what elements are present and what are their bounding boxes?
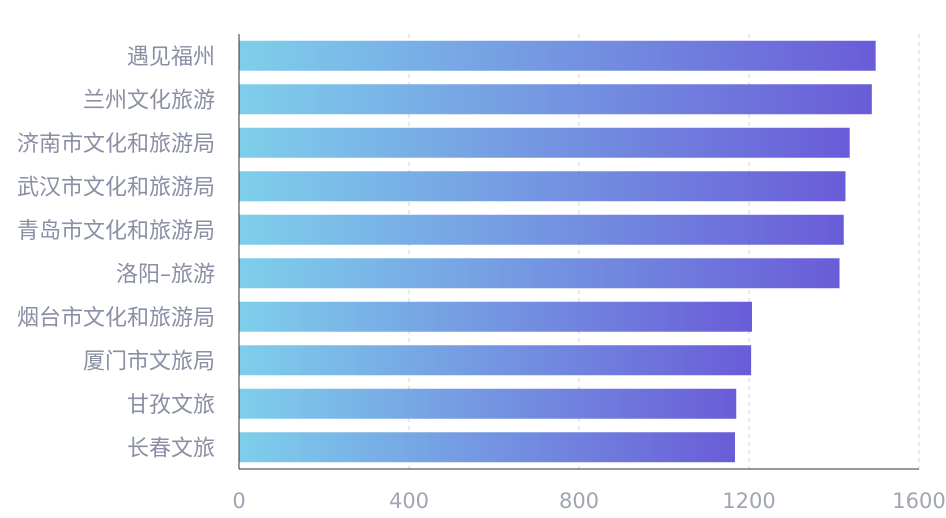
bar (239, 40, 876, 71)
category-label: 甘孜文旅 (127, 393, 215, 418)
x-tick-label: 1600 (892, 489, 945, 513)
x-tick-label: 1200 (722, 489, 775, 513)
x-tick-label: 800 (559, 489, 599, 513)
x-tick-label: 0 (232, 489, 245, 513)
category-label: 厦门市文旅局 (83, 349, 215, 374)
bar (239, 301, 752, 332)
bars (239, 40, 876, 463)
bar (239, 171, 846, 202)
bar (239, 388, 737, 419)
x-tick-labels: 0 400 800 1200 1600 (232, 489, 945, 513)
bar (239, 127, 850, 158)
category-label: 烟台市文化和旅游局 (17, 306, 215, 331)
bar (239, 84, 872, 115)
category-label: 洛阳–旅游 (116, 262, 215, 287)
category-label: 兰州文化旅游 (83, 88, 215, 113)
category-label: 青岛市文化和旅游局 (17, 219, 215, 244)
category-label: 长春文旅 (127, 436, 215, 461)
x-tick-label: 400 (389, 489, 429, 513)
bar (239, 214, 844, 245)
category-label: 遇见福州 (127, 45, 215, 70)
bar (239, 345, 752, 376)
category-label: 武汉市文化和旅游局 (17, 175, 215, 200)
axes (238, 34, 919, 470)
bar (239, 432, 735, 463)
category-labels: 遇见福州兰州文化旅游济南市文化和旅游局武汉市文化和旅游局青岛市文化和旅游局洛阳–… (17, 45, 215, 462)
bar (239, 258, 840, 289)
category-label: 济南市文化和旅游局 (17, 132, 215, 157)
